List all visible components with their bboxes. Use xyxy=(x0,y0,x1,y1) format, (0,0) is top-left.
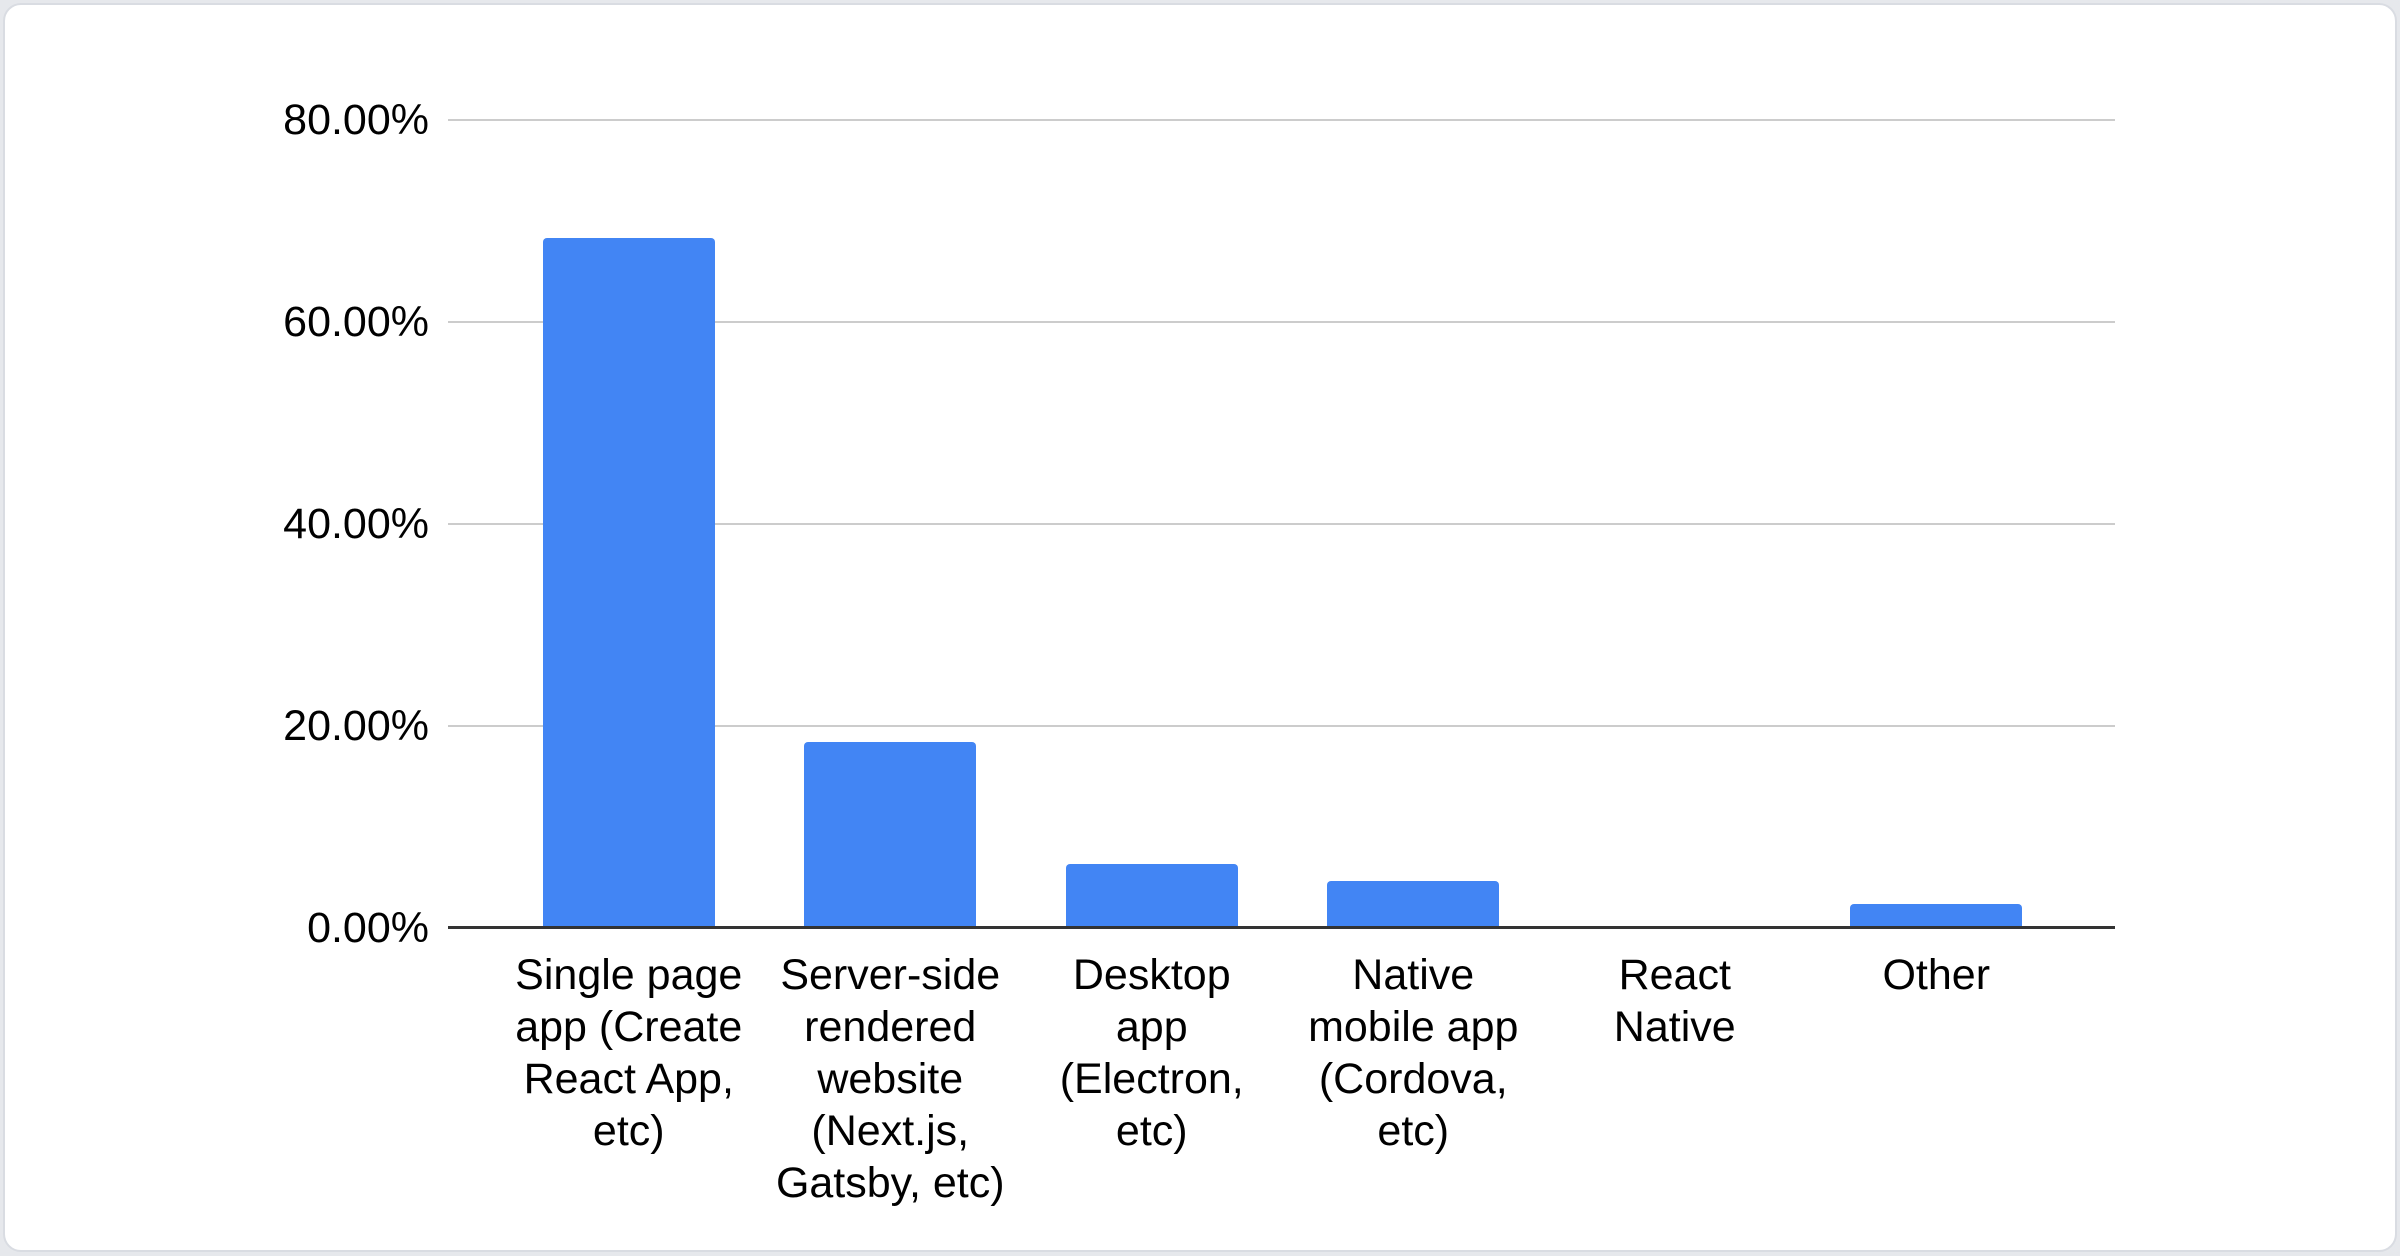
y-gridline-20 xyxy=(448,725,2115,727)
x-tick-label-2: Desktop app (Electron, etc) xyxy=(1059,951,1244,1155)
x-tick-label-5: Other xyxy=(1882,951,1991,999)
y-gridline-40 xyxy=(448,523,2115,525)
x-tick-label-3: Native mobile app (Cordova, etc) xyxy=(1308,951,1519,1155)
y-tick-label-80: 80.00% xyxy=(283,96,429,144)
bar-2 xyxy=(1065,864,1238,928)
y-gridline-60 xyxy=(448,321,2115,323)
y-gridline-80 xyxy=(448,119,2115,121)
x-axis-line xyxy=(448,926,2115,929)
bar-3 xyxy=(1327,881,1500,928)
bar-0 xyxy=(542,238,715,928)
x-tick-label-4: React Native xyxy=(1613,951,1736,1051)
x-tick-label-1: Server-side rendered website (Next.js, G… xyxy=(775,951,1005,1207)
bar-1 xyxy=(804,742,977,928)
y-tick-label-40: 40.00% xyxy=(283,500,429,548)
bar-5 xyxy=(1850,903,2023,928)
y-tick-label-60: 60.00% xyxy=(283,298,429,346)
plot-area: 0.00% 20.00% 40.00% 60.00% 80.00% Single page… xyxy=(283,96,2115,1207)
y-tick-label-20: 20.00% xyxy=(283,702,429,750)
y-tick-label-0: 0.00% xyxy=(307,904,429,952)
x-tick-label-0: Single page app (Create React App, etc) xyxy=(515,951,743,1155)
chart-card: 0.00% 20.00% 40.00% 60.00% 80.00% Single page… xyxy=(3,3,2397,1252)
